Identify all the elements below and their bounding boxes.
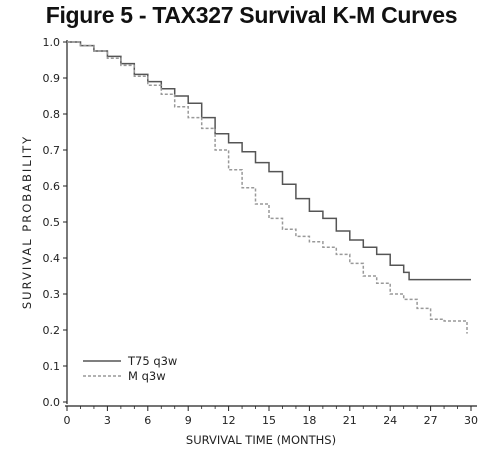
x-axis-label: SURVIVAL TIME (MONTHS) bbox=[186, 433, 336, 447]
y-tick-label: 0.1 bbox=[43, 360, 61, 373]
x-tick-label: 21 bbox=[343, 414, 357, 427]
x-axis: 0 3 6 9 12 15 18 21 24 27 30 bbox=[64, 405, 478, 427]
x-tick-label: 18 bbox=[302, 414, 316, 427]
x-tick-label: 3 bbox=[104, 414, 111, 427]
y-tick-label: 1.0 bbox=[43, 36, 61, 49]
x-tick-label: 30 bbox=[464, 414, 478, 427]
y-tick-label: 0.4 bbox=[43, 252, 61, 265]
y-axis-label: SURVIVAL PROBABILITY bbox=[20, 135, 34, 309]
y-tick-label: 0.9 bbox=[43, 72, 61, 85]
y-tick-label: 0.7 bbox=[43, 144, 61, 157]
chart-title: Figure 5 - TAX327 Survival K-M Curves bbox=[45, 2, 458, 28]
x-tick-label: 12 bbox=[222, 414, 236, 427]
y-tick-label: 0.6 bbox=[43, 180, 61, 193]
x-tick-label: 0 bbox=[64, 414, 71, 427]
y-tick-label: 0.8 bbox=[43, 108, 61, 121]
legend-label: T75 q3w bbox=[127, 354, 177, 368]
y-tick-label: 0.2 bbox=[43, 324, 61, 337]
legend-label: M q3w bbox=[128, 369, 166, 383]
y-tick-label: 0.3 bbox=[43, 288, 61, 301]
y-axis: 0.0 0.1 0.2 0.3 0.4 0.5 0.6 0.7 0.8 0.9 1.0 bbox=[43, 36, 68, 409]
y-tick-label: 0.0 bbox=[43, 396, 61, 409]
series-line bbox=[67, 41, 468, 334]
x-tick-label: 27 bbox=[424, 414, 438, 427]
y-tick-label: 0.5 bbox=[43, 216, 61, 229]
x-tick-label: 15 bbox=[262, 414, 276, 427]
series-lines bbox=[67, 41, 471, 334]
series-line bbox=[67, 41, 471, 281]
x-tick-label: 9 bbox=[185, 414, 192, 427]
x-tick-label: 24 bbox=[383, 414, 397, 427]
x-tick-label: 6 bbox=[144, 414, 151, 427]
